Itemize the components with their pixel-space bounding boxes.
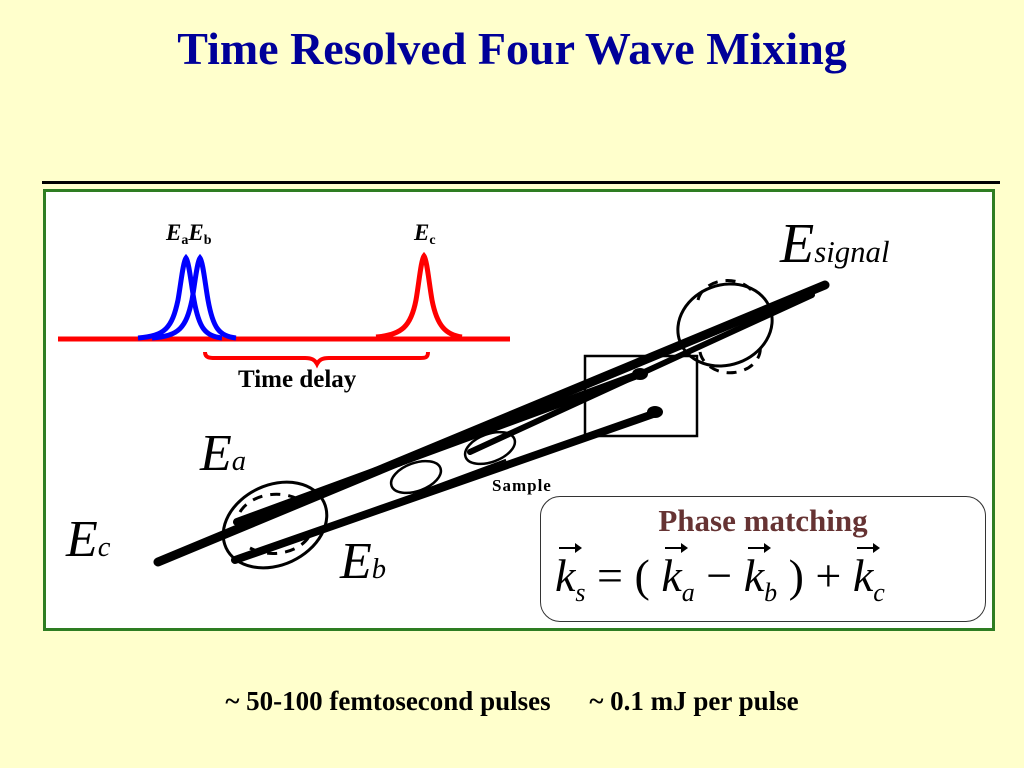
pulse-ea — [137, 253, 223, 341]
phase-matching-box: Phase matching ks = ( ka − kb ) + kc — [540, 496, 986, 622]
beam-eb — [231, 409, 660, 564]
lens-left — [221, 480, 329, 570]
phase-matching-title: Phase matching — [658, 503, 868, 538]
time-delay-brace — [203, 351, 430, 369]
label-e-a: Ea — [200, 425, 247, 482]
label-e-c: Ec — [66, 511, 111, 568]
k-vector: k — [743, 543, 772, 601]
pulse-ec — [375, 251, 463, 340]
footer-pulse-energy: ~ 0.1 mJ per pulse — [589, 686, 799, 716]
footer-pulse-duration: ~ 50-100 femtosecond pulses — [225, 686, 551, 716]
k-vector: k — [661, 543, 689, 601]
slide-title: Time Resolved Four Wave Mixing — [177, 23, 847, 74]
label-ea-eb: EaEb — [166, 220, 212, 248]
sample-label: Sample — [492, 476, 552, 495]
aperture-box — [583, 354, 699, 438]
beam-ec — [153, 280, 830, 567]
k-vector: k — [852, 543, 881, 601]
footer: ~ 50-100 femtosecond pulses ~ 0.1 mJ per… — [0, 686, 1024, 717]
label-e-b: Eb — [340, 533, 387, 590]
sample-cylinder — [389, 430, 517, 495]
pulse-eb — [151, 253, 237, 341]
time-delay-label: Time delay — [238, 366, 357, 393]
title-divider — [42, 181, 1000, 184]
label-ec-pulse: Ec — [414, 220, 436, 248]
label-e-signal: Esignal — [780, 213, 890, 275]
k-vector: k — [555, 543, 583, 601]
lens-right — [676, 279, 774, 375]
phase-matching-equation: ks = ( ka − kb ) + kc — [555, 543, 885, 607]
